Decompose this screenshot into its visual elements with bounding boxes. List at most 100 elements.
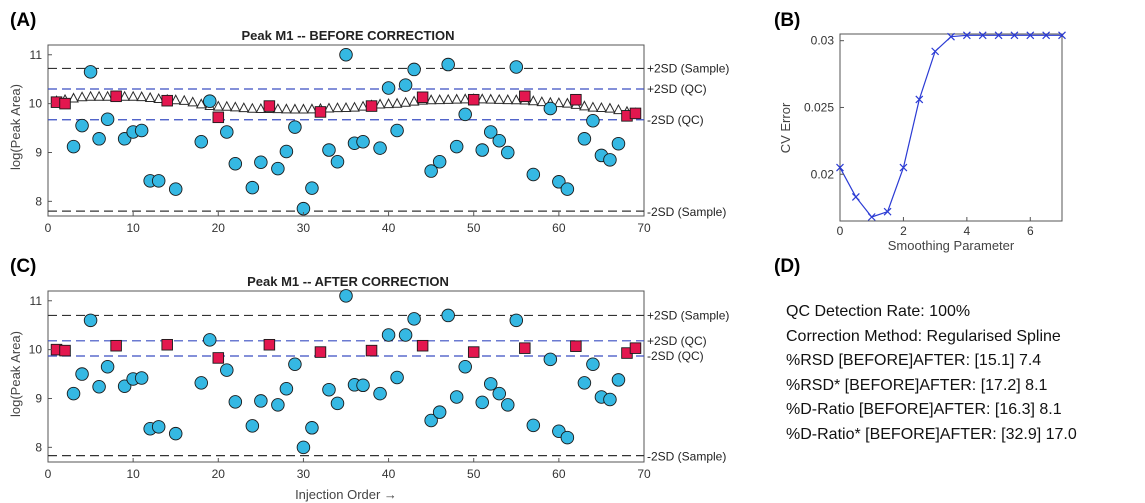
panel-c-sample-point (356, 378, 370, 393)
panel-b-cv-error: (B) CV Error Smoothing Parameter 0 2 4 6 0.… (774, 10, 1066, 253)
panel-a-curve-triangle (76, 91, 88, 102)
panel-a-sample-point (203, 94, 217, 108)
panel-a-curve-triangle (391, 97, 403, 108)
panel-a-x-ticks: 0 10 20 30 40 50 60 70 (45, 212, 651, 235)
panel-a-ytick-label: 10 (29, 97, 43, 111)
panel-c-qc-point (263, 338, 276, 351)
panel-a-refline-label: -2SD (Sample) (647, 205, 726, 219)
panel-c-sample-point (441, 308, 455, 323)
panel-c-xtick-label: 0 (45, 467, 52, 481)
panel-a-curve-triangle (281, 103, 292, 114)
panel-c-sample-point (526, 418, 541, 433)
panel-a-curve-triangle (408, 95, 420, 106)
panel-a-sample-point (586, 113, 600, 128)
panel-c-sample-point (228, 395, 243, 409)
panel-a-sample-point (194, 134, 209, 149)
panel-c-xtick-label: 20 (212, 467, 226, 481)
panel-a-sample-point (100, 112, 115, 127)
panel-c-sample-point (560, 430, 575, 445)
panel-c-qc-point (570, 340, 582, 352)
panel-a-xtick-label: 50 (467, 221, 481, 235)
panel-b-ytick-label: 0.03 (811, 34, 835, 48)
panel-c-sample-point (271, 398, 285, 412)
panel-c-qc-point (629, 342, 642, 354)
panel-a-sample-point (432, 155, 447, 169)
panel-a-sample-point (151, 174, 166, 188)
panel-a-xtick-label: 60 (552, 221, 566, 235)
panel-a-curve-triangle (68, 92, 79, 103)
panel-c-sample-point (322, 382, 336, 397)
panel-a-curve-triangle (604, 102, 616, 113)
panel-a-qc-points (50, 90, 642, 124)
panel-c-y-ticks: 8 9 10 11 (29, 294, 52, 454)
panel-a-curve-triangle (383, 98, 394, 109)
panel-a-curve-triangle (323, 102, 335, 113)
panel-a-curve-triangle (212, 100, 224, 111)
panel-a-sample-point (305, 181, 319, 195)
panel-a-curve-triangle (579, 100, 590, 111)
panel-a-curve-triangle (374, 98, 386, 109)
panel-a-curve-triangle (459, 93, 471, 104)
panel-c-xtick-label: 40 (382, 467, 396, 481)
panel-a-curve-triangle (247, 102, 258, 113)
panel-c-sample-point (475, 395, 489, 410)
panel-a-sample-point (288, 120, 302, 134)
panel-c-xtick-label: 60 (552, 467, 566, 481)
panel-a-title: Peak M1 -- BEFORE CORRECTION (241, 28, 454, 43)
panel-a-ytick-label: 8 (35, 194, 42, 208)
panel-b-ytick-label: 0.025 (804, 100, 834, 114)
panel-c-xtick-label: 70 (637, 467, 651, 481)
panel-b-xtick-label: 6 (1027, 224, 1034, 238)
panel-a-curve-triangle (136, 91, 147, 102)
panel-a-qc-point (570, 93, 582, 106)
panel-a-sample-point (381, 81, 396, 95)
panel-a-xtick-label: 70 (637, 221, 651, 235)
panel-b-point-marker (867, 213, 876, 221)
correction-method: Correction Method: Regularised Spline (786, 327, 1061, 345)
panel-a-curve-triangle (153, 92, 165, 104)
panel-a-sample-point (339, 48, 353, 62)
panel-a-qc-point (629, 107, 642, 120)
panel-a-sample-point (543, 101, 558, 116)
panel-c-ytick-label: 11 (30, 294, 43, 308)
panel-b-y-ticks: 0.02 0.025 0.03 (804, 34, 844, 181)
panel-c-sample-point (373, 386, 387, 401)
panel-c-sample-point (92, 380, 106, 394)
panel-c-sample-point (203, 333, 217, 347)
panel-c-sample-point (220, 363, 234, 377)
panel-c-qc-point (467, 346, 480, 358)
panel-c-xlabel: Injection Order → (295, 487, 397, 502)
panel-a-curve-triangle (451, 93, 463, 104)
panel-a-curve-triangle (340, 101, 352, 113)
panel-a-curve-triangle (434, 94, 445, 105)
panel-b-xtick-label: 4 (964, 224, 971, 238)
panel-a-refline-label: +2SD (Sample) (647, 61, 729, 75)
panel-a-sample-point (373, 141, 387, 155)
panel-a-refline-label: +2SD (QC) (647, 82, 707, 96)
panel-a-qc-point (365, 100, 378, 112)
panel-a-curve-triangle (102, 90, 113, 101)
panel-a-qc-point (314, 106, 327, 118)
panel-b-point-marker (899, 163, 908, 172)
panel-c-refline-label: -2SD (QC) (647, 349, 704, 363)
panel-c-sample-point (381, 328, 396, 342)
panel-a-correction-curve (51, 90, 641, 118)
panel-c-sample-point (330, 396, 345, 411)
panel-c-refline-label: +2SD (Sample) (647, 308, 729, 322)
panel-a-sample-point (279, 144, 294, 159)
panel-c-sample-point (390, 370, 404, 385)
panel-a-sample-point (220, 125, 234, 139)
panel-b-point-marker (994, 31, 1003, 40)
panel-c-qc-point (416, 339, 429, 352)
panel-a-xtick-label: 0 (45, 221, 52, 235)
panel-c-sample-point (432, 405, 447, 419)
panel-b-label: (B) (774, 10, 800, 31)
panel-c-sample-point (449, 390, 464, 404)
panel-c-xtick-label: 10 (126, 467, 140, 481)
panel-a-qc-point (212, 111, 225, 124)
panel-a-sample-point (603, 153, 617, 167)
panel-c-sample-point (509, 313, 524, 328)
panel-a-curve-triangle (425, 94, 437, 105)
panel-a-qc-point (263, 100, 276, 112)
panel-d-label: (D) (774, 256, 800, 277)
